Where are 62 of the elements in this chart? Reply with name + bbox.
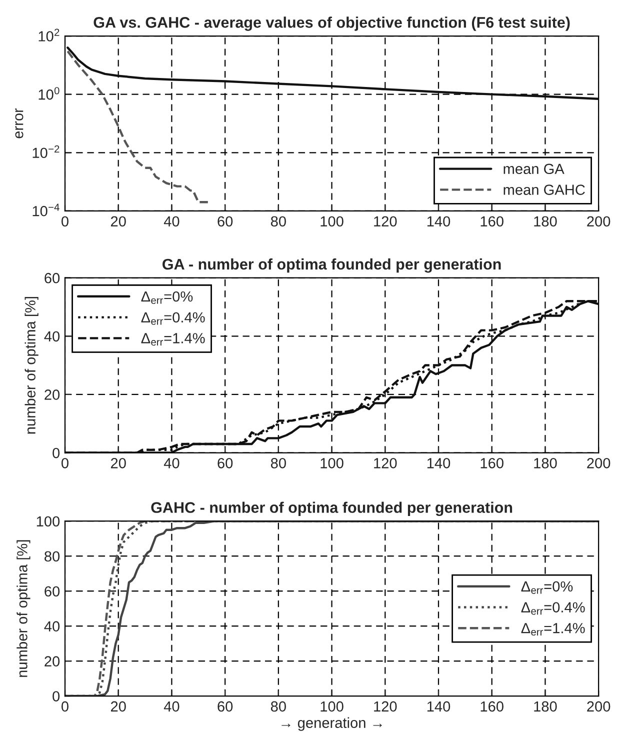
x-tick-label: 100 — [320, 458, 344, 468]
x-tick-label: 80 — [270, 701, 286, 712]
legend-label: mean GAHC — [504, 184, 585, 195]
y-tick-label: 60 — [44, 586, 60, 597]
x-tick-label: 160 — [480, 458, 504, 468]
x-tick-label: 80 — [270, 458, 286, 468]
x-tick-label: 80 — [270, 216, 286, 227]
x-tick-label: 0 — [62, 458, 68, 468]
y-axis-title: number of optima [%] — [24, 297, 38, 434]
chart-title: GAHC - number of optima founded per generation — [151, 502, 512, 516]
y-tick-label: 10$^{−2}$ — [32, 145, 60, 158]
x-tick-label: 180 — [534, 216, 557, 227]
y-axis-title: error — [15, 108, 24, 138]
x-tick-label: 140 — [427, 701, 450, 712]
x-tick-label: 0 — [62, 701, 68, 712]
x-tick-label: 40 — [164, 701, 180, 712]
x-tick-label: 20 — [110, 701, 126, 712]
x-tick-label: 0 — [62, 216, 68, 227]
legend-label: Δ$_{err}$=0.4% — [521, 602, 585, 615]
x-tick-label: 180 — [534, 701, 557, 712]
x-tick-label: 200 — [587, 458, 610, 468]
y-tick-label: 20 — [44, 390, 60, 400]
x-axis-title: → generation → — [282, 717, 382, 731]
y-tick-label: 0 — [52, 448, 60, 458]
y-tick-label: 0 — [52, 691, 60, 702]
y-tick-label: 10$^{2}$ — [38, 28, 60, 42]
x-tick-label: 60 — [218, 216, 233, 227]
x-tick-label: 120 — [374, 701, 397, 712]
x-tick-label: 100 — [320, 701, 344, 712]
y-tick-label: 60 — [44, 272, 60, 284]
y-tick-label: 10$^{−4}$ — [32, 204, 60, 216]
y-axis-title: number of optima [%] — [16, 540, 30, 677]
x-tick-label: 20 — [110, 458, 126, 468]
x-tick-label: 200 — [587, 701, 610, 712]
chart-title: GA vs. GAHC - average values of objective function (F6 test suite) — [94, 16, 570, 31]
x-tick-label: 60 — [218, 458, 233, 468]
x-tick-label: 160 — [480, 701, 504, 712]
x-tick-label: 40 — [164, 458, 180, 468]
legend-label: Δ$_{err}$=1.4% — [521, 623, 585, 636]
y-tick-label: 100 — [36, 516, 60, 527]
chart-title: GA - number of optima founded per generation — [162, 258, 501, 273]
x-tick-label: 120 — [374, 216, 397, 227]
legend-label: Δ$_{err}$=0% — [141, 291, 193, 304]
legend-label: Δ$_{err}$=0.4% — [141, 312, 205, 325]
x-tick-label: 140 — [427, 458, 450, 468]
x-tick-label: 60 — [218, 701, 233, 712]
x-tick-label: 200 — [587, 216, 610, 227]
x-tick-label: 160 — [480, 216, 504, 227]
x-tick-label: 20 — [110, 216, 126, 227]
x-tick-label: 100 — [320, 216, 344, 227]
x-tick-label: 40 — [164, 216, 180, 227]
y-tick-label: 80 — [44, 551, 60, 562]
x-tick-label: 140 — [427, 216, 450, 227]
legend-label: Δ$_{err}$=1.4% — [141, 333, 205, 346]
x-tick-label: 120 — [374, 458, 397, 468]
y-tick-label: 40 — [44, 331, 60, 342]
x-tick-label: 180 — [534, 458, 557, 468]
legend-label: mean GA — [504, 164, 564, 174]
y-tick-label: 40 — [44, 621, 60, 632]
y-tick-label: 20 — [44, 656, 60, 666]
y-tick-label: 10$^{0}$ — [38, 87, 60, 100]
legend-label: Δ$_{err}$=0% — [521, 581, 573, 594]
